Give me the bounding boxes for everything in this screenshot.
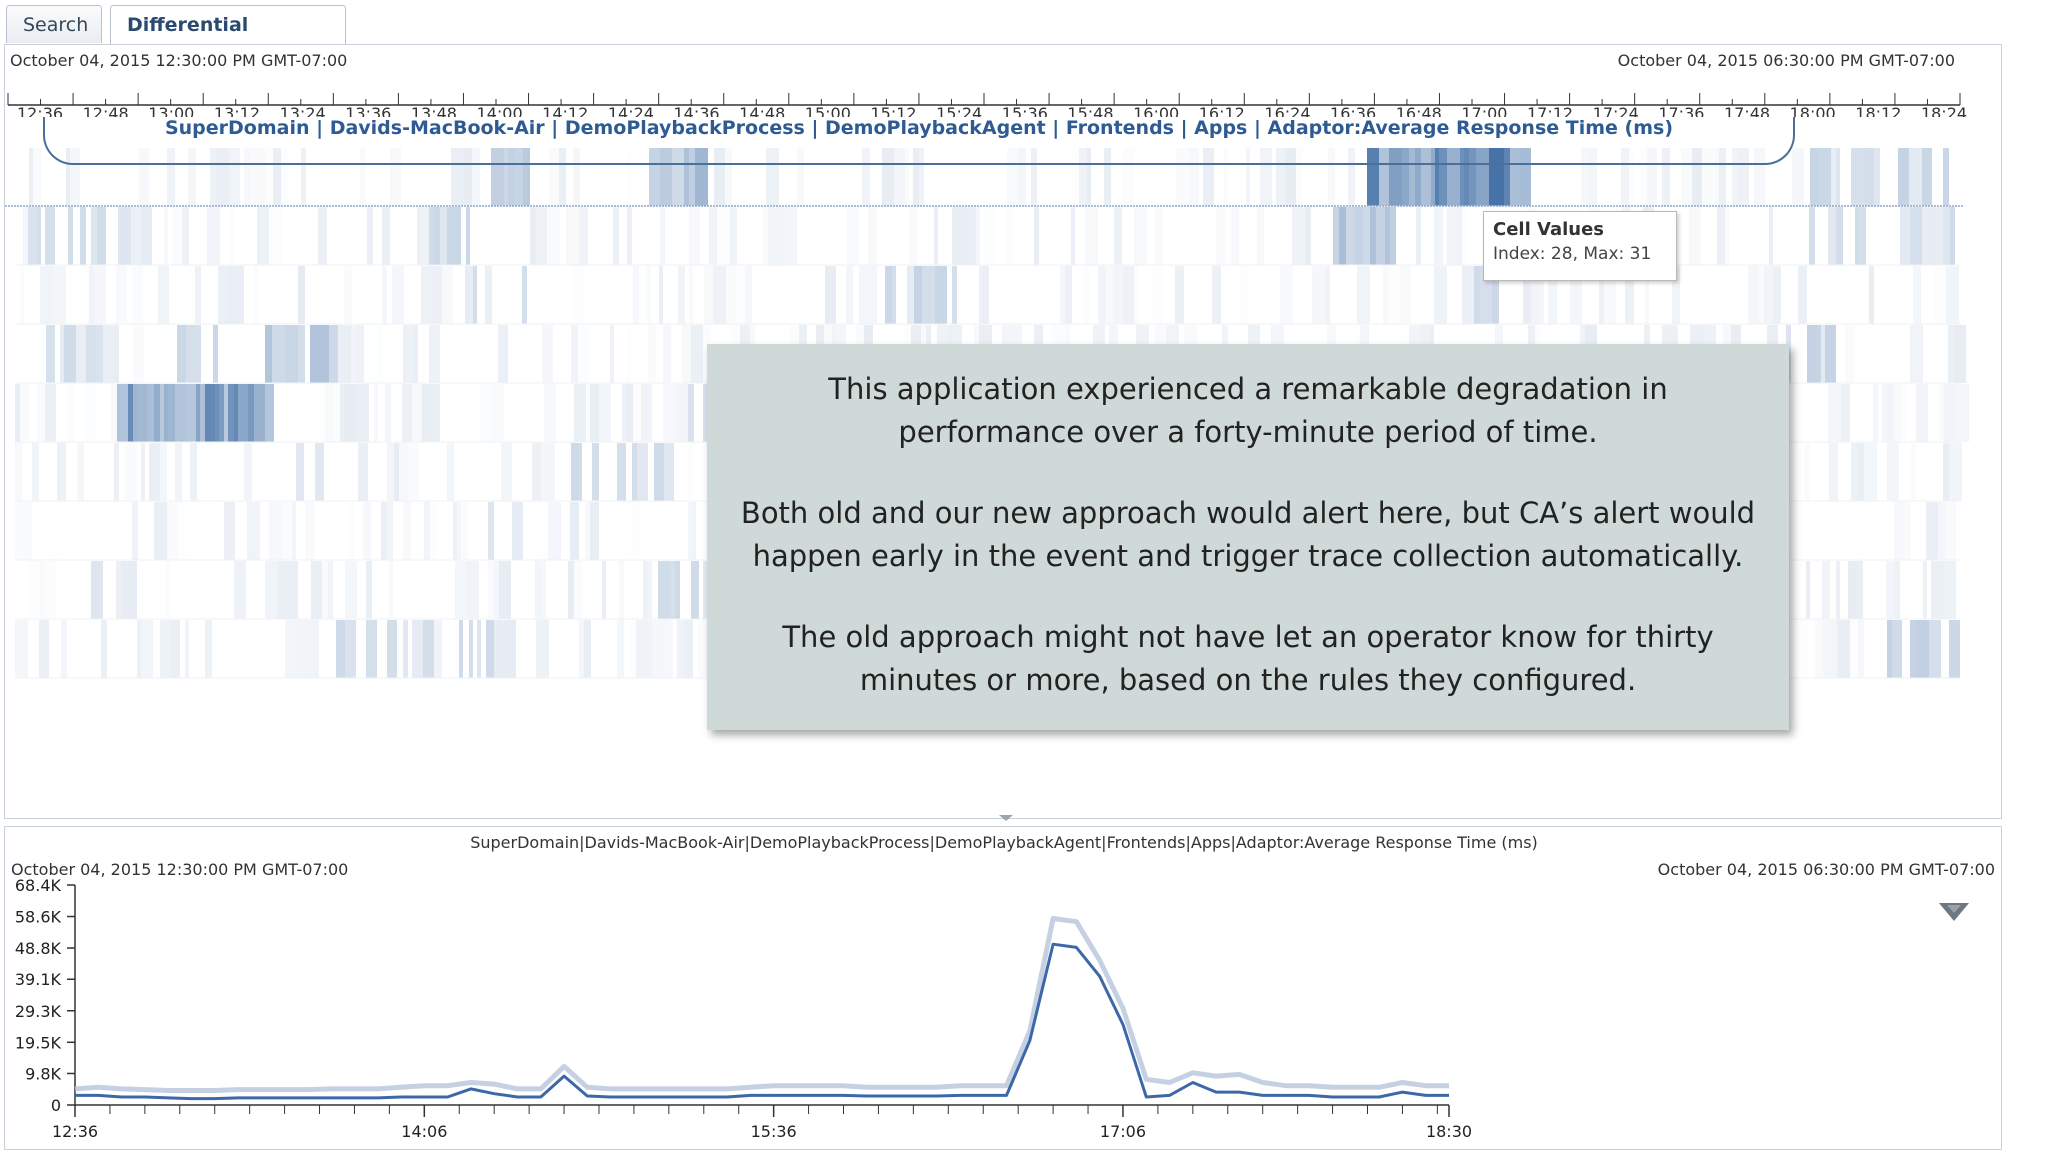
series-line-secondary[interactable] — [74, 916, 1449, 1093]
axis-tick-label: 14:00 — [477, 104, 523, 117]
y-tick-label: 9.8K — [25, 1064, 61, 1083]
axis-tick-label: 13:00 — [148, 104, 194, 117]
heatmap-start-time: October 04, 2015 12:30:00 PM GMT-07:00 — [10, 51, 348, 70]
chart-title: SuperDomain|Davids-MacBook-Air|DemoPlayb… — [470, 833, 1538, 852]
x-tick-label: 18:30 — [1426, 1122, 1472, 1141]
axis-tick-label: 16:24 — [1264, 104, 1310, 117]
y-tick-label: 68.4K — [15, 876, 62, 895]
series-banner[interactable]: SuperDomain | Davids-MacBook-Air | DemoP… — [43, 117, 1795, 165]
axis-tick-label: 15:12 — [870, 104, 916, 117]
axis-tick-label: 16:00 — [1133, 104, 1179, 117]
tooltip-body: Index: 28, Max: 31 — [1493, 244, 1652, 264]
heatmap-time-axis: 12:36 12:48 13:00 13:12 13:24 13:36 13:48 14:00… — [7, 93, 1967, 117]
tab-differential-analysis[interactable]: Differential Analysis — [110, 5, 346, 74]
axis-tick-label: 18:00 — [1790, 104, 1836, 117]
x-tick-label: 15:36 — [751, 1122, 797, 1141]
axis-tick-label: 13:36 — [345, 104, 391, 117]
chart-end-time: October 04, 2015 06:30:00 PM GMT-07:00 — [1657, 860, 1995, 879]
y-tick-label: 29.3K — [15, 1002, 62, 1021]
splitter-handle-icon[interactable] — [997, 814, 1015, 822]
x-tick-label: 12:36 — [52, 1122, 98, 1141]
axis-tick-label: 15:48 — [1067, 104, 1113, 117]
heatmap-row[interactable] — [15, 148, 1961, 207]
y-tick-label: 48.8K — [15, 939, 62, 958]
axis-tick-label: 17:00 — [1461, 104, 1507, 117]
x-tick-label: 14:06 — [401, 1122, 447, 1141]
collapse-triangle-icon[interactable] — [1937, 901, 1971, 925]
axis-tick-label: 15:00 — [805, 104, 851, 117]
callout-paragraph-1: This application experienced a remarkabl… — [828, 372, 1668, 449]
x-tick-label: 17:06 — [1100, 1122, 1146, 1141]
series-label: SuperDomain | Davids-MacBook-Air | DemoP… — [164, 117, 1674, 139]
tab-search[interactable]: Search — [6, 5, 102, 43]
axis-tick-label: 18:24 — [1921, 104, 1967, 117]
axis-tick-label: 17:24 — [1593, 104, 1639, 117]
y-tick-label: 58.6K — [15, 908, 62, 927]
axis-tick-label: 16:48 — [1396, 104, 1442, 117]
heatmap-row[interactable] — [15, 266, 1961, 325]
heatmap-end-time: October 04, 2015 06:30:00 PM GMT-07:00 — [1617, 51, 1955, 70]
response-time-chart[interactable]: 0 9.8K 19.5K 29.3K 39.1K 48.8K 58.6K 68.4K 12:36… — [5, 827, 2001, 1149]
tooltip-title: Cell Values — [1493, 219, 1605, 240]
axis-tick-label: 16:12 — [1199, 104, 1245, 117]
axis-tick-label: 14:36 — [673, 104, 719, 117]
axis-tick-label: 17:12 — [1527, 104, 1573, 117]
callout-paragraph-2: Both old and our new approach would aler… — [740, 496, 1756, 573]
axis-tick-label: 17:48 — [1724, 104, 1770, 117]
axis-tick-label: 15:24 — [936, 104, 982, 117]
axis-tick-label: 14:12 — [542, 104, 588, 117]
axis-tick-label: 17:36 — [1658, 104, 1704, 117]
chart-start-time: October 04, 2015 12:30:00 PM GMT-07:00 — [11, 860, 349, 879]
callout-paragraph-3: The old approach might not have let an o… — [782, 620, 1714, 697]
axis-tick-label: 13:12 — [214, 104, 260, 117]
series-line-primary[interactable] — [75, 942, 1449, 1101]
y-tick-label: 39.1K — [15, 970, 62, 989]
chart-panel: SuperDomain|Davids-MacBook-Air|DemoPlayb… — [4, 826, 2002, 1150]
y-tick-label: 0 — [51, 1096, 61, 1115]
axis-tick-label: 16:36 — [1330, 104, 1376, 117]
axis-tick-label: 12:48 — [83, 104, 129, 117]
axis-tick-label: 13:48 — [411, 104, 457, 117]
y-tick-label: 19.5K — [15, 1033, 62, 1052]
cell-values-tooltip: Cell Values Index: 28, Max: 31 — [1483, 211, 1677, 281]
axis-tick-label: 13:24 — [280, 104, 326, 117]
annotation-callout: This application experienced a remarkabl… — [707, 344, 1789, 730]
axis-tick-label: 14:24 — [608, 104, 654, 117]
axis-tick-label: 12:36 — [17, 104, 63, 117]
axis-tick-label: 18:12 — [1855, 104, 1901, 117]
axis-tick-label: 14:48 — [739, 104, 785, 117]
axis-tick-label: 15:36 — [1002, 104, 1048, 117]
